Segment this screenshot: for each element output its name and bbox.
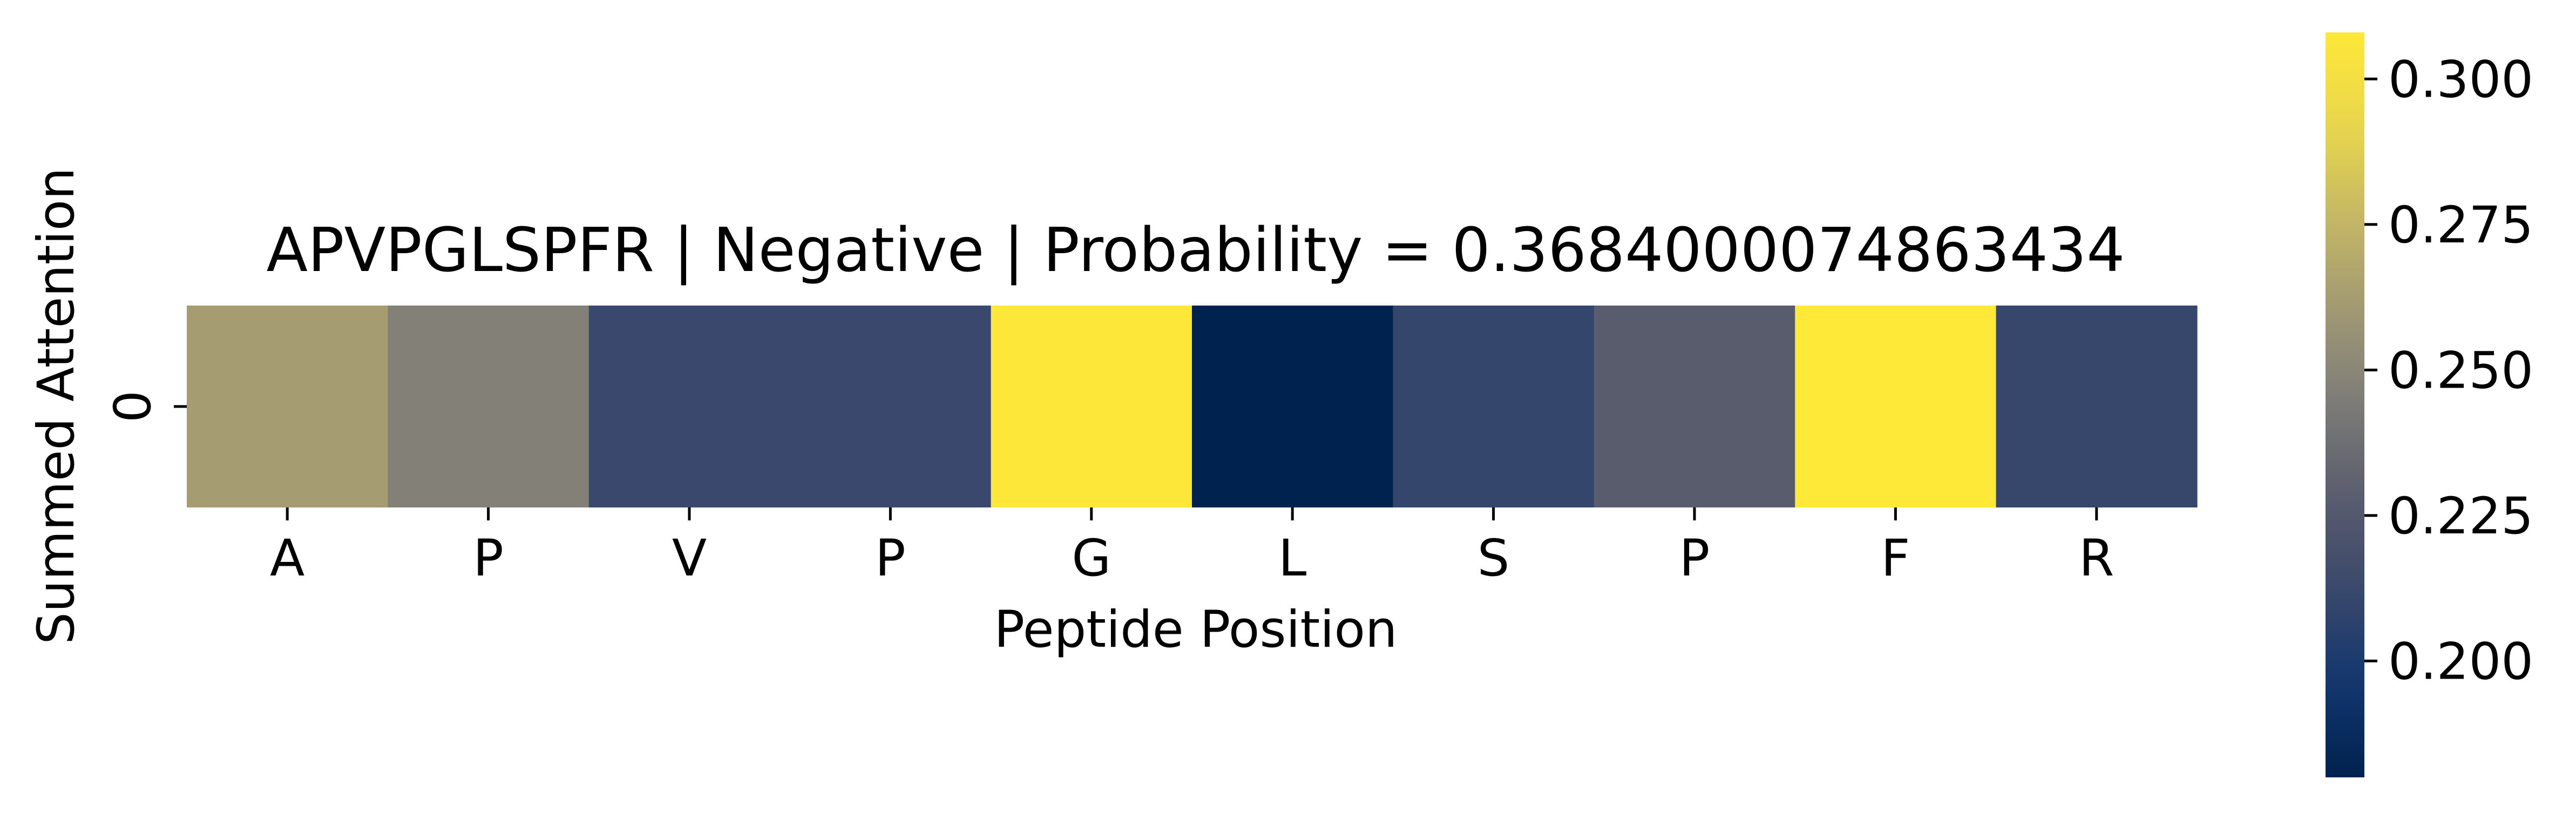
heatmap-cell: [1192, 306, 1393, 507]
colorbar-tick-label: 0.300: [2388, 50, 2533, 109]
x-tick-label: L: [1278, 529, 1306, 588]
colorbar-tick-label: 0.200: [2388, 632, 2533, 691]
colorbar-tick-label: 0.225: [2388, 487, 2533, 546]
x-tick-label: P: [1679, 529, 1710, 588]
x-tick-label: G: [1072, 529, 1111, 588]
x-tick-label: S: [1477, 529, 1510, 588]
x-tick-label: A: [270, 529, 304, 588]
heatmap-cell: [1594, 306, 1795, 507]
heatmap-cell: [991, 306, 1192, 507]
heatmap-cell: [588, 306, 790, 507]
x-tick-label: R: [2079, 529, 2114, 588]
heatmap-cell: [1393, 306, 1595, 507]
heatmap-cell: [388, 306, 589, 507]
heatmap-cell: [790, 306, 992, 507]
colorbar: [2326, 32, 2364, 777]
colorbar-ticks: 0.200 0.225 0.250 0.275 0.300: [2364, 50, 2533, 691]
x-tick-label: P: [473, 529, 504, 588]
x-tick-label: F: [1881, 529, 1910, 588]
x-tick-label: P: [875, 529, 906, 588]
chart-title: APVPGLSPFR | Negative | Probability = 0.…: [267, 215, 2125, 286]
y-axis-ticks: 0: [104, 390, 187, 423]
x-axis-label: Peptide Position: [994, 600, 1397, 659]
colorbar-tick-label: 0.275: [2388, 196, 2533, 255]
heatmap-cells: [187, 306, 2198, 507]
heatmap-cell: [1795, 306, 1997, 507]
heatmap-cell: [1996, 306, 2198, 507]
y-axis-label: Summed Attention: [27, 167, 86, 645]
x-tick-label: V: [672, 529, 707, 588]
colorbar-tick-label: 0.250: [2388, 341, 2533, 400]
heatmap-cell: [187, 306, 388, 507]
y-tick-label: 0: [104, 390, 162, 423]
